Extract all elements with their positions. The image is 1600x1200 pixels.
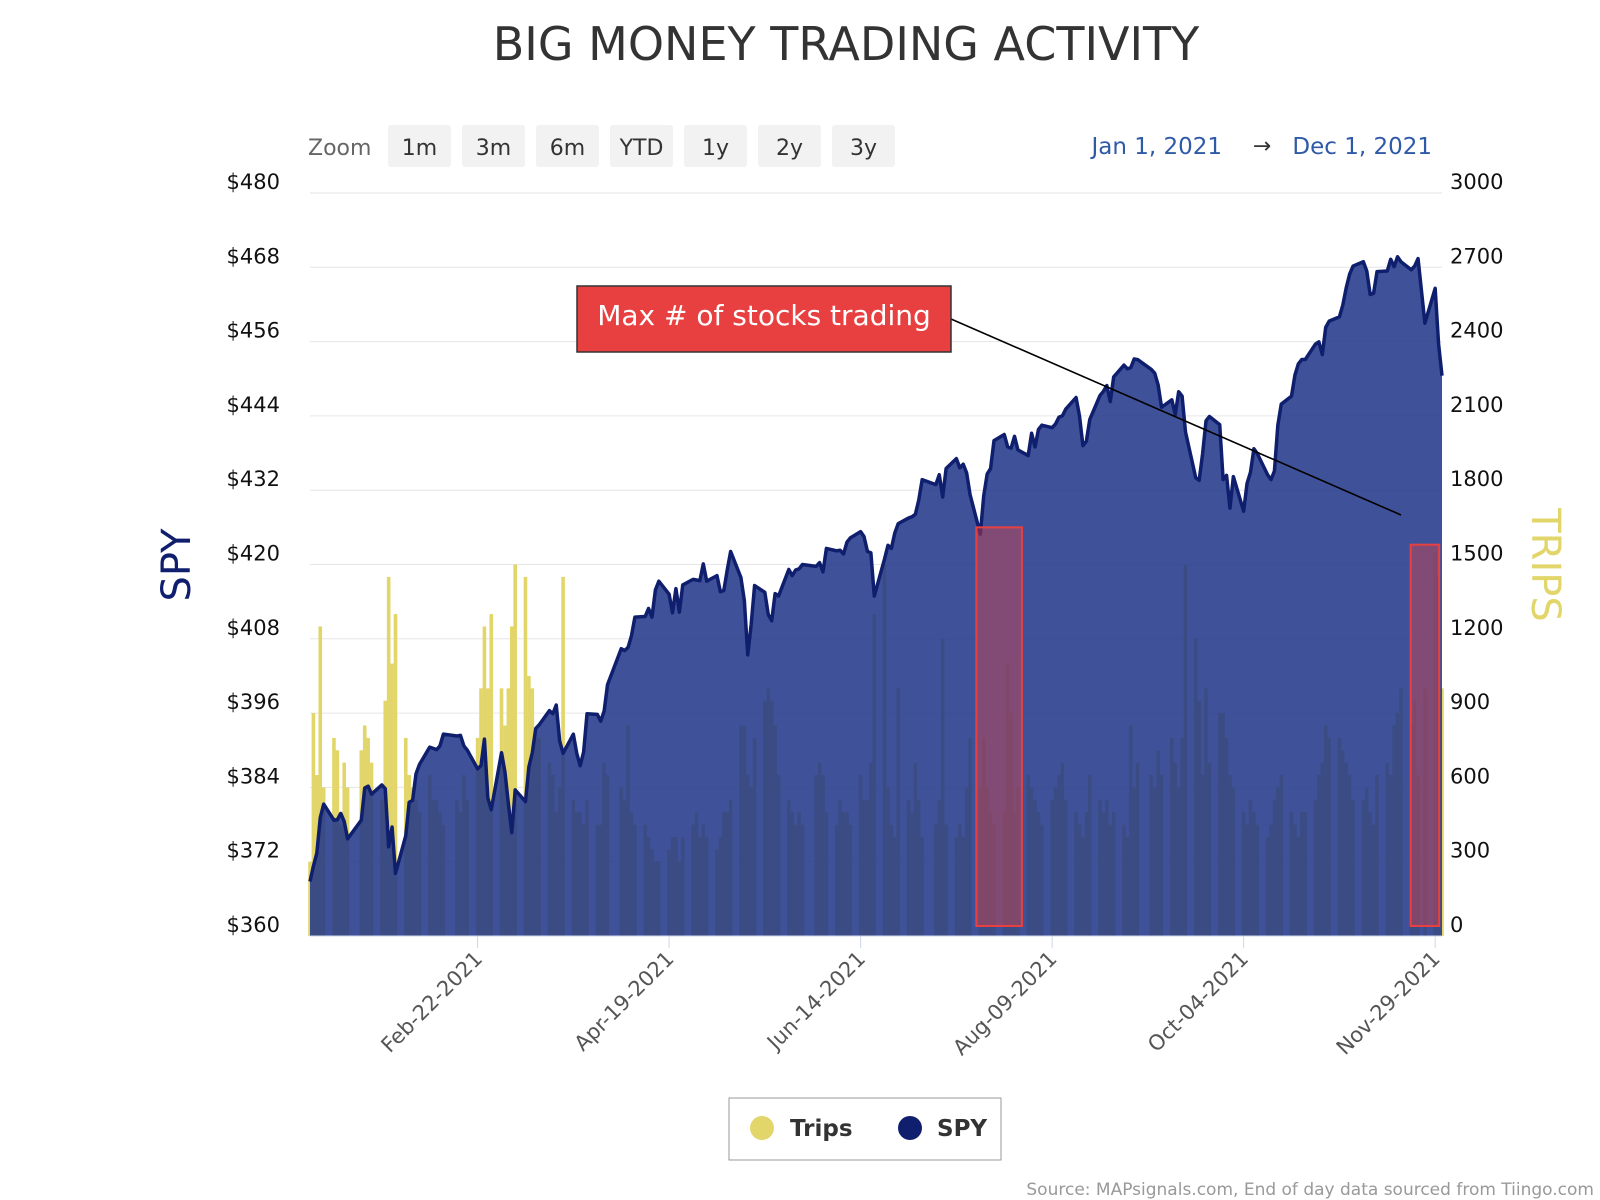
y-right-tick-label: 2700: [1450, 244, 1503, 268]
y-left-tick-label: $420: [227, 542, 280, 566]
x-tick-label: Nov-29-2021: [1332, 947, 1445, 1060]
trips-bar: [489, 614, 494, 936]
spy-series: [308, 255, 1444, 936]
chart-title: BIG MONEY TRADING ACTIVITY: [493, 17, 1200, 71]
highlight-boxes: [975, 526, 1441, 927]
range-from-input[interactable]: Jan 1, 2021: [1089, 134, 1222, 160]
zoom-3m-button[interactable]: 3m: [462, 125, 525, 167]
x-tick-label: Aug-09-2021: [948, 947, 1061, 1060]
annotation-connector: [950, 318, 1402, 516]
svg-text:6m: 6m: [550, 136, 585, 161]
y-right-tick-label: 900: [1450, 690, 1490, 714]
legend-item-trips[interactable]: Trips: [750, 1116, 853, 1142]
annotation-box: [576, 285, 952, 353]
x-tick-label: Jun-14-2021: [761, 947, 870, 1056]
x-tick-label: Apr-19-2021: [570, 947, 679, 1056]
y-right-tick-label: 1800: [1450, 467, 1503, 491]
y-right-tick-label: 600: [1450, 764, 1490, 788]
legend: Trips SPY: [728, 1097, 1002, 1161]
zoom-1y-button[interactable]: 1y: [684, 125, 747, 167]
x-axis: Feb-22-2021 Apr-19-2021 Jun-14-2021 Aug-09-…: [376, 936, 1445, 1060]
x-tick-label: Oct-04-2021: [1143, 947, 1253, 1057]
zoom-6m-button[interactable]: 6m: [536, 125, 599, 167]
spy-line: [308, 255, 1444, 882]
zoom-label: Zoom: [308, 136, 371, 161]
legend-spy-label: SPY: [937, 1116, 987, 1142]
y-right-tick-label: 300: [1450, 839, 1490, 863]
legend-trips-label: Trips: [790, 1116, 853, 1142]
trips-bar: [311, 713, 316, 936]
trips-bar: [386, 576, 391, 936]
y-axis-left-title: SPY: [154, 528, 200, 602]
range-arrow: →: [1253, 134, 1271, 159]
y-left-tick-label: $480: [227, 170, 280, 194]
svg-text:YTD: YTD: [619, 136, 664, 161]
svg-text:3y: 3y: [850, 136, 877, 161]
legend-spy-swatch: [898, 1116, 922, 1140]
legend-item-spy[interactable]: SPY: [898, 1116, 987, 1142]
y-left-tick-label: $372: [227, 839, 280, 863]
trips-bar: [509, 626, 514, 936]
svg-text:1y: 1y: [702, 136, 729, 161]
trips-bar: [390, 663, 394, 936]
range-to-input[interactable]: Dec 1, 2021: [1292, 134, 1432, 160]
y-left-tick-label: $444: [227, 393, 280, 417]
y-left-tick-label: $396: [227, 690, 280, 714]
svg-text:2y: 2y: [776, 136, 803, 161]
svg-text:1m: 1m: [402, 136, 437, 161]
annotation-label: Max # of stocks trading: [597, 299, 931, 332]
zoom-3y-button[interactable]: 3y: [832, 125, 895, 167]
trips-bar: [523, 576, 528, 936]
legend-trips-swatch: [750, 1116, 774, 1140]
range-selector: Zoom 1m 3m 6m YTD 1y 2y 3y Jan 1,: [308, 125, 1432, 167]
zoom-ytd-button[interactable]: YTD: [610, 125, 673, 167]
annotation: Max # of stocks trading: [576, 285, 1402, 516]
y-right-tick-label: 0: [1450, 913, 1463, 937]
y-left-tick-label: $408: [227, 616, 280, 640]
highlight-box: [1409, 543, 1441, 927]
y-left-tick-label: $360: [227, 913, 280, 937]
y-right-tick-label: 1500: [1450, 542, 1503, 566]
svg-text:3m: 3m: [476, 136, 511, 161]
y-right-tick-label: 3000: [1450, 170, 1503, 194]
y-left-tick-label: $384: [227, 764, 280, 788]
y-right-tick-label: 1200: [1450, 616, 1503, 640]
x-tick-label: Feb-22-2021: [376, 947, 487, 1058]
y-axis-right-title: TRIPS: [1522, 507, 1568, 622]
y-axis-left: $480 $468 $456 $444 $432 $420 $408 $396 $384 $372…: [227, 170, 280, 937]
y-left-tick-label: $456: [227, 319, 280, 343]
trips-bar: [393, 614, 398, 936]
legend-box: [728, 1097, 1002, 1161]
highlight-box: [975, 526, 1023, 927]
trips-bar: [513, 564, 517, 936]
zoom-1m-button[interactable]: 1m: [388, 125, 451, 167]
y-left-tick-label: $432: [227, 467, 280, 491]
y-right-tick-label: 2100: [1450, 393, 1503, 417]
zoom-2y-button[interactable]: 2y: [758, 125, 821, 167]
y-right-tick-label: 2400: [1450, 319, 1503, 343]
trips-bar: [318, 626, 323, 936]
y-left-tick-label: $468: [227, 244, 280, 268]
source-credit: Source: MAPsignals.com, End of day data …: [1026, 1180, 1594, 1200]
